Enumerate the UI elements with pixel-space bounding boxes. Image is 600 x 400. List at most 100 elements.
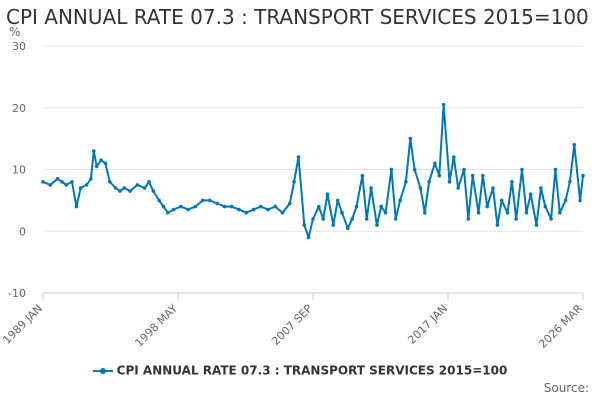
data-point[interactable] <box>549 217 553 221</box>
data-point[interactable] <box>441 102 446 107</box>
data-point[interactable] <box>383 210 388 215</box>
data-point[interactable] <box>505 210 510 215</box>
data-point[interactable] <box>273 204 278 209</box>
data-point[interactable] <box>113 186 118 190</box>
data-point[interactable] <box>437 173 442 178</box>
data-point[interactable] <box>572 143 577 147</box>
data-point[interactable] <box>558 210 562 215</box>
data-point[interactable] <box>393 217 398 221</box>
data-point[interactable] <box>237 207 241 212</box>
data-point[interactable] <box>325 192 330 196</box>
data-point[interactable] <box>266 207 270 212</box>
data-point[interactable] <box>292 180 296 184</box>
data-point[interactable] <box>433 161 437 166</box>
data-point[interactable] <box>466 217 471 221</box>
data-point[interactable] <box>375 223 379 227</box>
data-point[interactable] <box>543 204 548 209</box>
data-point[interactable] <box>74 204 79 209</box>
data-point[interactable] <box>78 186 83 190</box>
data-point[interactable] <box>581 173 585 178</box>
data-point[interactable] <box>481 173 485 178</box>
data-point[interactable] <box>94 164 99 169</box>
data-point[interactable] <box>369 186 373 190</box>
data-point[interactable] <box>89 177 93 181</box>
data-point[interactable] <box>208 198 212 203</box>
data-point[interactable] <box>151 189 156 193</box>
data-point[interactable] <box>568 180 572 184</box>
data-point[interactable] <box>84 183 89 187</box>
data-point[interactable] <box>311 217 315 221</box>
data-point[interactable] <box>60 180 64 184</box>
data-point[interactable] <box>578 198 582 203</box>
data-point[interactable] <box>563 198 568 203</box>
data-point[interactable] <box>510 180 514 184</box>
data-point[interactable] <box>346 226 350 230</box>
data-point[interactable] <box>354 204 359 209</box>
data-point[interactable] <box>534 223 539 227</box>
legend[interactable]: CPI ANNUAL RATE 07.3 : TRANSPORT SERVICE… <box>0 363 600 378</box>
data-point[interactable] <box>222 204 227 209</box>
data-point[interactable] <box>379 204 384 209</box>
data-point[interactable] <box>524 210 529 215</box>
data-point[interactable] <box>193 204 198 209</box>
data-point[interactable] <box>514 217 518 221</box>
data-point[interactable] <box>55 177 60 181</box>
data-point[interactable] <box>122 186 127 190</box>
data-point[interactable] <box>296 155 301 159</box>
data-point[interactable] <box>520 167 524 172</box>
data-point[interactable] <box>280 210 285 215</box>
data-point[interactable] <box>108 180 112 184</box>
data-point[interactable] <box>404 180 408 184</box>
data-point[interactable] <box>528 192 533 196</box>
data-point[interactable] <box>157 198 161 203</box>
data-point[interactable] <box>335 198 340 203</box>
data-point[interactable] <box>135 183 140 187</box>
data-point[interactable] <box>258 204 263 209</box>
data-point[interactable] <box>389 167 394 172</box>
data-point[interactable] <box>412 167 417 172</box>
data-point[interactable] <box>306 235 311 240</box>
data-point[interactable] <box>462 167 466 172</box>
data-point[interactable] <box>147 180 151 184</box>
data-point[interactable] <box>539 186 543 190</box>
data-point[interactable] <box>92 149 96 153</box>
data-point[interactable] <box>244 210 248 215</box>
data-point[interactable] <box>427 180 431 184</box>
data-point[interactable] <box>553 167 558 172</box>
data-point[interactable] <box>179 204 183 209</box>
data-point[interactable] <box>99 158 103 162</box>
data-point[interactable] <box>340 210 344 215</box>
data-point[interactable] <box>48 183 53 187</box>
data-point[interactable] <box>331 223 336 227</box>
data-point[interactable] <box>408 136 413 141</box>
data-point[interactable] <box>118 189 122 193</box>
data-point[interactable] <box>350 217 355 221</box>
data-point[interactable] <box>398 198 402 203</box>
data-point[interactable] <box>499 198 504 203</box>
data-point[interactable] <box>452 155 456 159</box>
data-point[interactable] <box>128 189 132 193</box>
data-point[interactable] <box>491 186 495 190</box>
data-point[interactable] <box>41 180 45 184</box>
data-point[interactable] <box>423 210 427 215</box>
data-point[interactable] <box>288 201 292 206</box>
data-point[interactable] <box>142 186 147 190</box>
data-point[interactable] <box>321 217 326 221</box>
data-point[interactable] <box>470 173 475 178</box>
data-point[interactable] <box>200 198 205 203</box>
data-point[interactable] <box>476 210 481 215</box>
data-point[interactable] <box>215 201 219 206</box>
data-point[interactable] <box>161 204 166 209</box>
data-point[interactable] <box>456 186 461 190</box>
data-point[interactable] <box>418 186 423 190</box>
data-point[interactable] <box>360 173 365 178</box>
data-point[interactable] <box>229 204 234 209</box>
data-point[interactable] <box>166 210 170 215</box>
data-point[interactable] <box>186 207 190 212</box>
data-point[interactable] <box>302 223 307 227</box>
data-point[interactable] <box>251 207 256 212</box>
data-point[interactable] <box>64 183 68 187</box>
data-point[interactable] <box>317 204 321 209</box>
data-point[interactable] <box>485 204 490 209</box>
data-point[interactable] <box>447 180 452 184</box>
